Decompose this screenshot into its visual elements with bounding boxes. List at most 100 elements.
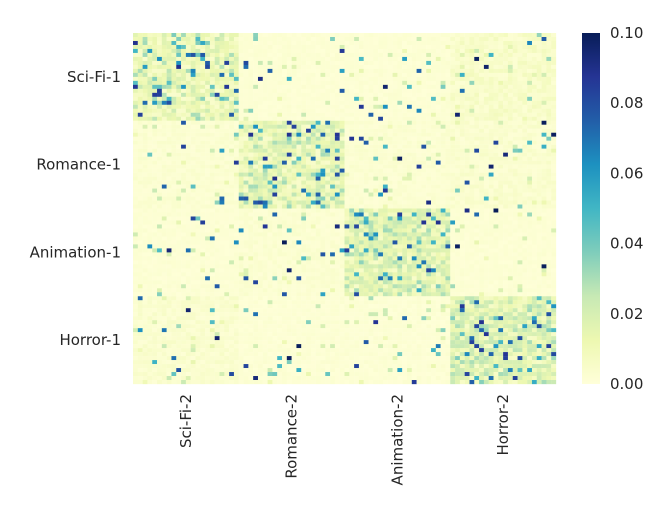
heatmap-cell bbox=[512, 104, 518, 109]
heatmap-cell bbox=[440, 88, 446, 93]
heatmap-cell bbox=[181, 208, 187, 213]
heatmap-cell bbox=[402, 184, 408, 189]
heatmap-cell bbox=[257, 204, 263, 209]
heatmap-cell bbox=[334, 128, 340, 133]
heatmap-cell bbox=[224, 108, 230, 113]
heatmap-cell bbox=[176, 188, 182, 193]
heatmap-cell bbox=[277, 208, 283, 213]
heatmap-cell bbox=[464, 192, 470, 197]
heatmap-cell bbox=[503, 36, 509, 42]
heatmap-cell bbox=[181, 156, 187, 161]
heatmap-cell bbox=[190, 216, 196, 221]
heatmap-cell bbox=[161, 148, 167, 153]
heatmap-cell bbox=[161, 64, 167, 70]
heatmap-cell bbox=[137, 224, 143, 229]
heatmap-cell bbox=[257, 208, 263, 213]
heatmap-cell bbox=[522, 100, 528, 105]
heatmap-cell bbox=[171, 168, 177, 173]
heatmap-cell bbox=[392, 152, 398, 157]
heatmap-cell bbox=[262, 212, 268, 217]
heatmap-cell bbox=[157, 96, 162, 101]
heatmap-cell bbox=[157, 160, 162, 165]
heatmap-cell bbox=[282, 36, 287, 42]
heatmap-cell bbox=[176, 108, 182, 113]
heatmap-cell bbox=[435, 240, 441, 245]
heatmap-cell bbox=[416, 96, 422, 101]
heatmap-cell bbox=[320, 144, 326, 149]
heatmap-cell bbox=[171, 52, 177, 58]
heatmap-cell bbox=[411, 33, 417, 38]
heatmap-cell bbox=[243, 252, 249, 257]
heatmap-cell bbox=[243, 44, 249, 50]
heatmap-cell bbox=[507, 252, 513, 257]
heatmap-cell bbox=[416, 68, 422, 74]
heatmap-cell bbox=[157, 156, 162, 161]
heatmap-cell bbox=[503, 40, 509, 46]
heatmap-cell bbox=[498, 200, 504, 205]
heatmap-cell bbox=[181, 56, 187, 62]
heatmap-cell bbox=[147, 96, 153, 101]
heatmap-cell bbox=[488, 112, 494, 117]
heatmap-cell bbox=[373, 224, 379, 229]
heatmap-cell bbox=[349, 92, 355, 97]
heatmap-cell bbox=[531, 152, 537, 157]
heatmap-cell bbox=[190, 240, 196, 245]
heatmap-cell bbox=[262, 36, 268, 42]
heatmap-cell bbox=[301, 76, 307, 82]
heatmap-cell bbox=[373, 212, 379, 217]
heatmap-cell bbox=[262, 204, 268, 209]
heatmap-cell bbox=[421, 240, 427, 245]
heatmap-cell bbox=[517, 64, 523, 70]
heatmap-cell bbox=[551, 220, 557, 225]
heatmap-cell bbox=[325, 208, 331, 213]
heatmap-cell bbox=[320, 240, 326, 245]
heatmap-cell bbox=[527, 156, 533, 161]
heatmap-cell bbox=[440, 72, 446, 78]
heatmap-cell bbox=[157, 116, 162, 121]
heatmap-cell bbox=[137, 84, 143, 89]
heatmap-cell bbox=[315, 48, 321, 54]
heatmap-cell bbox=[373, 156, 379, 161]
heatmap-cell bbox=[161, 196, 167, 201]
heatmap-cell bbox=[435, 68, 441, 74]
heatmap-cell bbox=[469, 88, 475, 93]
heatmap-cell bbox=[344, 88, 350, 93]
heatmap-cell bbox=[402, 232, 408, 237]
heatmap-cell bbox=[310, 228, 316, 233]
heatmap-cell bbox=[445, 68, 451, 74]
heatmap-cell bbox=[330, 88, 336, 93]
heatmap-cell bbox=[493, 136, 499, 141]
heatmap-cell bbox=[224, 96, 230, 101]
heatmap-cell bbox=[392, 36, 398, 42]
heatmap-cell bbox=[195, 52, 201, 58]
heatmap-cell bbox=[272, 252, 278, 257]
heatmap-cell bbox=[541, 132, 547, 137]
heatmap-cell bbox=[541, 100, 547, 105]
heatmap-cell bbox=[267, 160, 273, 165]
heatmap-cell bbox=[257, 108, 263, 113]
heatmap-cell bbox=[363, 48, 369, 54]
heatmap-cell bbox=[253, 52, 259, 58]
heatmap-cell bbox=[368, 44, 374, 50]
heatmap-cell bbox=[330, 120, 336, 125]
heatmap-cell bbox=[248, 256, 254, 261]
heatmap-cell bbox=[387, 144, 393, 149]
heatmap-cell bbox=[397, 216, 403, 221]
heatmap-cell bbox=[176, 244, 182, 249]
heatmap-cell bbox=[517, 92, 523, 97]
heatmap-cell bbox=[185, 212, 191, 217]
heatmap-cell bbox=[358, 256, 364, 261]
heatmap-cell bbox=[315, 192, 321, 197]
heatmap-cell bbox=[411, 56, 417, 62]
heatmap-cell bbox=[493, 64, 499, 70]
heatmap-cell bbox=[195, 248, 201, 253]
heatmap-cell bbox=[541, 204, 547, 209]
heatmap-cell bbox=[387, 224, 393, 229]
heatmap-cell bbox=[262, 164, 268, 169]
heatmap-cell bbox=[185, 92, 191, 97]
heatmap-cell bbox=[464, 112, 470, 117]
heatmap-cell bbox=[171, 48, 177, 54]
heatmap-cell bbox=[397, 92, 403, 97]
heatmap-cell bbox=[277, 232, 283, 237]
heatmap-cell bbox=[479, 56, 485, 62]
